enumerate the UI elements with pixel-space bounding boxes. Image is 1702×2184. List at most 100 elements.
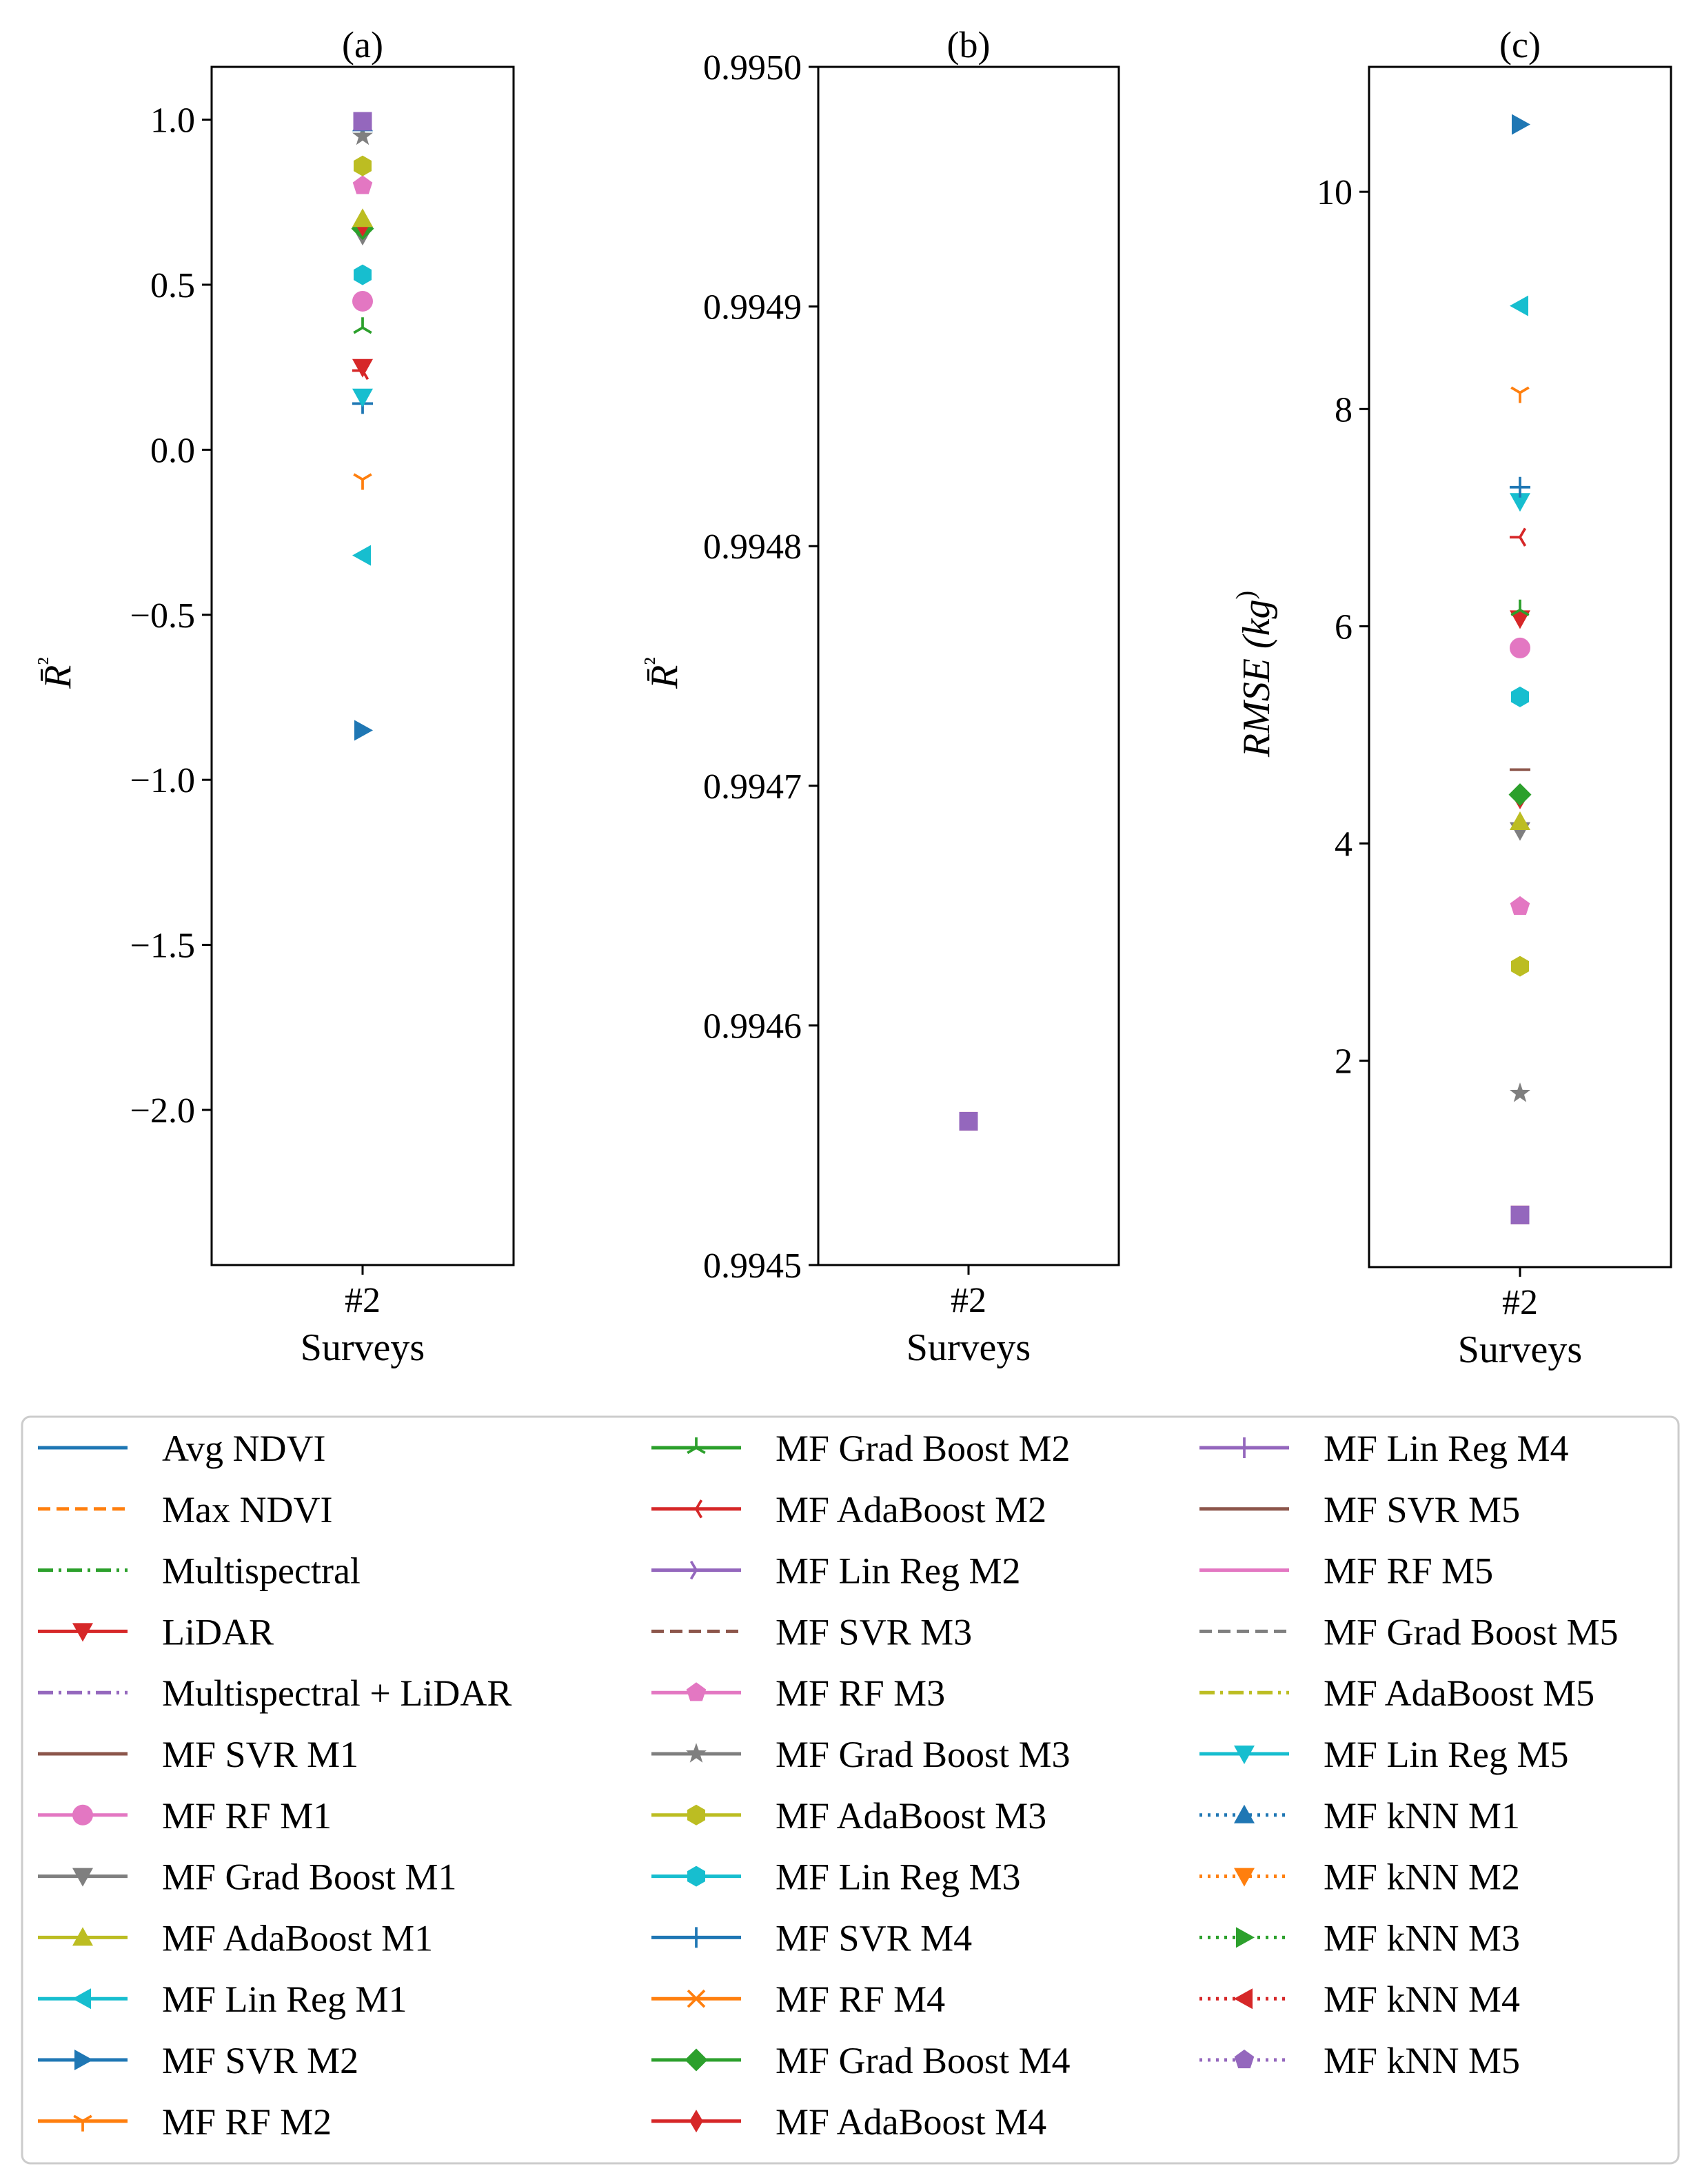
legend-marker xyxy=(686,1682,707,1701)
legend-marker xyxy=(686,1743,707,1763)
legend-label: MF Lin Reg M1 xyxy=(162,1979,407,2020)
y-tick-label: 0.9948 xyxy=(703,527,802,567)
legend-label: MF RF M5 xyxy=(1324,1550,1493,1592)
data-point-mf-lin-reg-m5 xyxy=(1510,493,1530,512)
data-point-mf-lin-reg-m3 xyxy=(354,264,372,285)
data-point-lidar xyxy=(1510,610,1530,629)
legend-marker xyxy=(74,2050,93,2070)
legend-item-mf-grad-boost-m3: MF Grad Boost M3 xyxy=(651,1734,1071,1775)
data-point-mf-knn-m5 xyxy=(1510,1205,1530,1224)
y-tick-label: 8 xyxy=(1335,390,1353,429)
y-tick-label: 0.9946 xyxy=(703,1007,802,1046)
data-point-mf-knn-m5 xyxy=(353,112,372,131)
legend-item-mf-adaboost-m1: MF AdaBoost M1 xyxy=(38,1917,433,1959)
data-point-mf-rf-m2 xyxy=(1510,386,1530,403)
legend-item-lidar: LiDAR xyxy=(38,1611,274,1652)
data-point-mf-adaboost-m3 xyxy=(1511,956,1529,977)
x-tick-label: #2 xyxy=(951,1281,986,1320)
legend-label: MF SVR M5 xyxy=(1324,1489,1520,1530)
legend-item-mf-adaboost-m5: MF AdaBoost M5 xyxy=(1199,1672,1594,1714)
x-axis-label: Surveys xyxy=(1458,1328,1582,1371)
subplot-title: (b) xyxy=(947,24,991,65)
legend-item-mf-rf-m4: MF RF M4 xyxy=(651,1979,945,2020)
panel-b: (b) 0.9950 0.9949 0.9948 0.9947 0.9946 0.9945 #… xyxy=(639,24,1120,1369)
panel-c: (c) 10 8 6 4 2 #2 Surveys RMSE (kg) xyxy=(1231,24,1672,1371)
data-point-mf-svr-m2 xyxy=(1512,114,1530,135)
legend-item-mf-knn-m1: MF kNN M1 xyxy=(1199,1795,1520,1837)
legend-marker xyxy=(72,1804,93,1826)
legend-label: Multispectral + LiDAR xyxy=(162,1672,511,1714)
legend-label: MF Grad Boost M4 xyxy=(776,2040,1071,2081)
legend-label: Avg NDVI xyxy=(162,1428,325,1469)
y-axis-label: R̄² xyxy=(32,657,79,689)
legend-item-mf-svr-m2: MF SVR M2 xyxy=(38,2040,358,2081)
legend-item-mf-knn-m5: MF kNN M5 xyxy=(1199,2040,1520,2081)
data-point-mf-rf-m1 xyxy=(1510,637,1530,658)
data-point-mf-svr-m4 xyxy=(1510,476,1530,498)
data-point-mf-grad-boost-m4 xyxy=(1508,783,1532,807)
legend-item-avg-ndvi: Avg NDVI xyxy=(38,1428,325,1469)
data-point-mf-lin-reg-m3 xyxy=(1511,686,1529,707)
legend-item-mf-adaboost-m4: MF AdaBoost M4 xyxy=(651,2101,1046,2143)
y-axis-label: RMSE (kg) xyxy=(1231,591,1278,758)
legend-marker xyxy=(1234,1868,1255,1887)
legend-marker xyxy=(687,1866,705,1887)
legend-label: MF SVR M1 xyxy=(162,1734,358,1775)
data-point-mf-grad-boost-m3 xyxy=(352,125,373,145)
legend-marker xyxy=(72,1988,91,2010)
legend-label: MF Lin Reg M4 xyxy=(1324,1428,1569,1469)
legend-item-mf-grad-boost-m5: MF Grad Boost M5 xyxy=(1199,1611,1619,1652)
data-point-mf-adaboost-m1 xyxy=(352,208,373,228)
legend-item-mf-rf-m2: MF RF M2 xyxy=(38,2101,332,2143)
legend-marker xyxy=(686,1927,707,1948)
y-tick-label: 10 xyxy=(1317,173,1353,212)
legend-label: MF kNN M4 xyxy=(1324,1979,1520,2020)
x-axis-label: Surveys xyxy=(906,1326,1031,1369)
legend-label: MF RF M1 xyxy=(162,1795,332,1837)
legend-item-mf-rf-m5: MF RF M5 xyxy=(1199,1550,1493,1592)
legend-label: MF AdaBoost M3 xyxy=(776,1795,1046,1837)
legend-item-mf-lin-reg-m1: MF Lin Reg M1 xyxy=(38,1979,407,2020)
legend-item-mf-adaboost-m2: MF AdaBoost M2 xyxy=(651,1489,1046,1530)
legend-item-mf-lin-reg-m5: MF Lin Reg M5 xyxy=(1199,1734,1569,1775)
legend: Avg NDVI Max NDVI Multispectral LiDAR Multis… xyxy=(21,1415,1680,2165)
legend-label: MF RF M3 xyxy=(776,1672,945,1714)
y-tick-label: 0.9947 xyxy=(703,767,802,807)
legend-label: MF kNN M5 xyxy=(1324,2040,1520,2081)
legend-item-mf-svr-m4: MF SVR M4 xyxy=(651,1917,972,1959)
legend-item-mf-lin-reg-m4: MF Lin Reg M4 xyxy=(1199,1428,1569,1469)
y-tick-label: −1.0 xyxy=(130,761,195,800)
subplot-title: (a) xyxy=(342,24,383,65)
legend-label: MF Grad Boost M5 xyxy=(1324,1611,1619,1652)
legend-frame xyxy=(21,1415,1680,2165)
legend-item-mf-knn-m4: MF kNN M4 xyxy=(1199,1979,1520,2020)
y-tick-label: 6 xyxy=(1335,607,1353,647)
legend-label: MF RF M4 xyxy=(776,1979,945,2020)
x-tick-label: #2 xyxy=(1502,1283,1538,1322)
legend-label: MF AdaBoost M2 xyxy=(776,1489,1046,1530)
data-point-mf-adaboost-m2 xyxy=(1510,527,1527,547)
legend-marker xyxy=(1234,1746,1255,1764)
legend-label: Max NDVI xyxy=(162,1489,332,1530)
y-tick-label: −1.5 xyxy=(130,927,195,966)
data-point-lidar xyxy=(352,358,373,378)
legend-label: MF AdaBoost M1 xyxy=(162,1917,433,1959)
legend-label: MF SVR M2 xyxy=(162,2040,358,2081)
legend-marker xyxy=(687,1989,706,2008)
legend-item-mf-knn-m2: MF kNN M2 xyxy=(1199,1857,1520,1898)
legend-marker xyxy=(686,1499,703,1519)
x-axis-label: Surveys xyxy=(301,1326,425,1369)
legend-label: MF SVR M4 xyxy=(776,1917,972,1959)
legend-label: MF Grad Boost M2 xyxy=(776,1428,1071,1469)
y-tick-label: 1.0 xyxy=(150,101,195,141)
data-point-mf-rf-m3 xyxy=(352,175,373,194)
legend-label: MF Lin Reg M3 xyxy=(776,1857,1021,1898)
data-point-mf-lin-reg-m1 xyxy=(352,545,371,566)
legend-label: MF AdaBoost M5 xyxy=(1324,1672,1594,1714)
subplot-title: (c) xyxy=(1499,24,1541,65)
legend-label: MF RF M2 xyxy=(162,2101,332,2143)
legend-item-multispectral-lidar: Multispectral + LiDAR xyxy=(38,1672,511,1714)
legend-marker xyxy=(689,1560,707,1580)
legend-item-mf-grad-boost-m2: MF Grad Boost M2 xyxy=(651,1428,1071,1469)
data-point-mf-knn-m5 xyxy=(959,1111,978,1131)
